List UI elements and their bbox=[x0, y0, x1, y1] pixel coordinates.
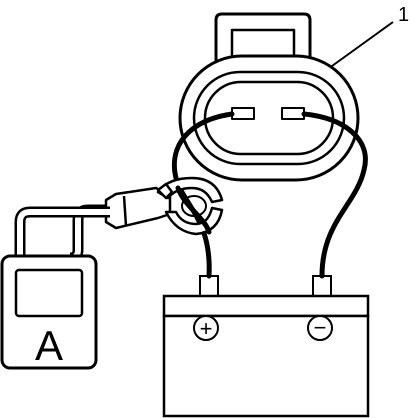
wires bbox=[172, 111, 368, 279]
connector bbox=[178, 12, 360, 182]
battery-positive-terminal-mark: + bbox=[193, 315, 219, 341]
battery-case-lid bbox=[162, 294, 370, 318]
ammeter: A bbox=[0, 206, 110, 370]
wire-positive-through-clamp bbox=[175, 185, 212, 235]
wire-positive bbox=[172, 111, 235, 279]
battery-positive-post bbox=[199, 275, 219, 298]
callout-number: 1 bbox=[398, 4, 409, 26]
callout: 1 bbox=[331, 4, 409, 67]
meter-symbol: A bbox=[35, 322, 63, 369]
clamp-tip bbox=[156, 182, 174, 200]
battery-negative-post bbox=[312, 275, 332, 298]
meter-display bbox=[14, 268, 84, 318]
negative-mark-circle bbox=[307, 315, 333, 341]
negative-mark-symbol: − bbox=[314, 315, 327, 340]
battery: + − bbox=[162, 275, 370, 418]
connector-seal-inner bbox=[203, 80, 335, 156]
positive-mark-symbol: + bbox=[200, 316, 213, 341]
clamp-handle-ridge bbox=[122, 195, 128, 227]
positive-mark-circle bbox=[193, 315, 219, 341]
wire-negative bbox=[301, 111, 368, 279]
meter-cable-outer bbox=[14, 206, 110, 258]
callout-leader-line bbox=[331, 21, 394, 67]
battery-negative-terminal-mark: − bbox=[307, 315, 333, 341]
clamp-throat bbox=[181, 195, 207, 217]
meter-cable-inner bbox=[17, 209, 110, 258]
connector-terminal-left bbox=[231, 107, 255, 120]
connector-terminal-right bbox=[281, 107, 305, 120]
